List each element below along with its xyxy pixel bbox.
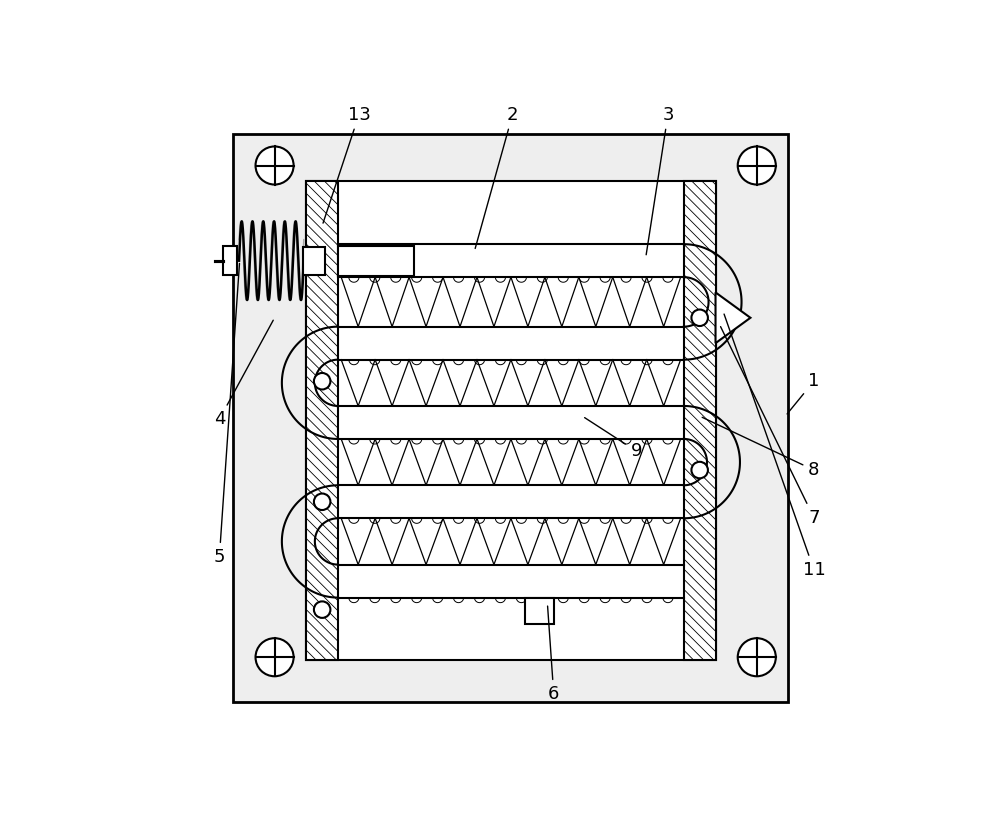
Text: 13: 13 bbox=[323, 105, 370, 223]
Circle shape bbox=[314, 602, 330, 618]
Text: 4: 4 bbox=[214, 321, 273, 428]
Text: 1: 1 bbox=[787, 372, 820, 414]
Circle shape bbox=[738, 638, 776, 677]
Circle shape bbox=[314, 494, 330, 510]
Polygon shape bbox=[684, 181, 716, 660]
Bar bbox=[223, 246, 237, 275]
Polygon shape bbox=[716, 293, 750, 343]
Circle shape bbox=[314, 373, 330, 390]
Bar bbox=[306, 181, 338, 660]
Text: 7: 7 bbox=[721, 326, 820, 527]
Circle shape bbox=[738, 147, 776, 185]
Circle shape bbox=[691, 310, 708, 326]
Bar bbox=[303, 246, 325, 274]
Bar bbox=[525, 597, 554, 625]
Circle shape bbox=[256, 638, 294, 677]
Text: 3: 3 bbox=[646, 105, 674, 255]
Bar bbox=[233, 133, 788, 702]
Circle shape bbox=[256, 147, 294, 185]
Polygon shape bbox=[306, 181, 338, 660]
Text: 8: 8 bbox=[702, 417, 820, 479]
Text: 11: 11 bbox=[724, 314, 825, 578]
Bar bbox=[338, 246, 414, 275]
Circle shape bbox=[691, 461, 708, 478]
Text: 6: 6 bbox=[548, 606, 559, 703]
Text: 5: 5 bbox=[214, 264, 239, 566]
Bar bbox=[684, 181, 716, 660]
Bar bbox=[306, 181, 716, 660]
Text: 2: 2 bbox=[475, 105, 518, 249]
Text: 9: 9 bbox=[585, 418, 642, 460]
